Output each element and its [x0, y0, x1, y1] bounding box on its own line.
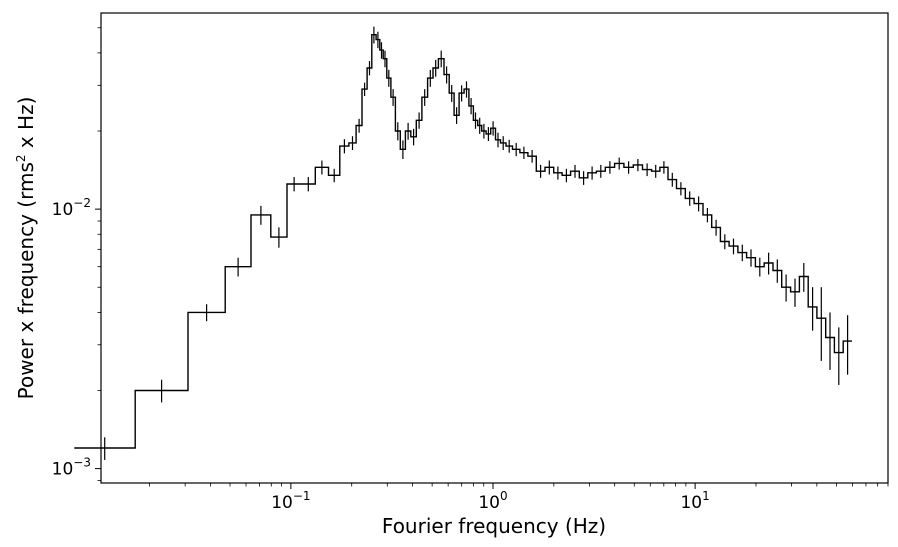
y-axis-label: Power x frequency (rms2 x Hz): [14, 97, 38, 400]
x-tick-label-exponent: −1: [293, 489, 311, 503]
y-tick-label-exponent: −3: [73, 456, 91, 470]
series-layer: [74, 26, 852, 460]
x-tick-label-base: 10: [680, 493, 702, 513]
x-tick-label-base: 10: [271, 493, 293, 513]
y-tick-label: 10−2: [52, 196, 91, 220]
y-tick-label-base: 10: [52, 200, 74, 220]
x-axis-ticks: 10−1 100 101: [149, 483, 889, 513]
series-step-line: [74, 34, 852, 449]
x-tick-label-exponent: 1: [702, 489, 710, 503]
x-tick-label: 101: [680, 489, 709, 513]
y-axis-ticks: 10−310−2: [52, 27, 101, 481]
y-axis-label-tail: x Hz): [14, 97, 38, 155]
y-tick-label-base: 10: [52, 460, 74, 480]
x-tick-label: 10−1: [271, 489, 310, 513]
y-tick-label-exponent: −2: [73, 196, 91, 210]
y-tick-label: 10−3: [52, 456, 91, 480]
x-axis-label: Fourier frequency (Hz): [382, 514, 606, 538]
plot-frame: [100, 12, 889, 484]
x-tick-label: 100: [478, 489, 507, 513]
x-tick-label-exponent: 0: [500, 489, 508, 503]
y-axis-label-superscript: 2: [14, 154, 28, 162]
y-axis-label-main: Power x frequency (rms: [14, 162, 38, 399]
x-tick-label-base: 10: [478, 493, 500, 513]
